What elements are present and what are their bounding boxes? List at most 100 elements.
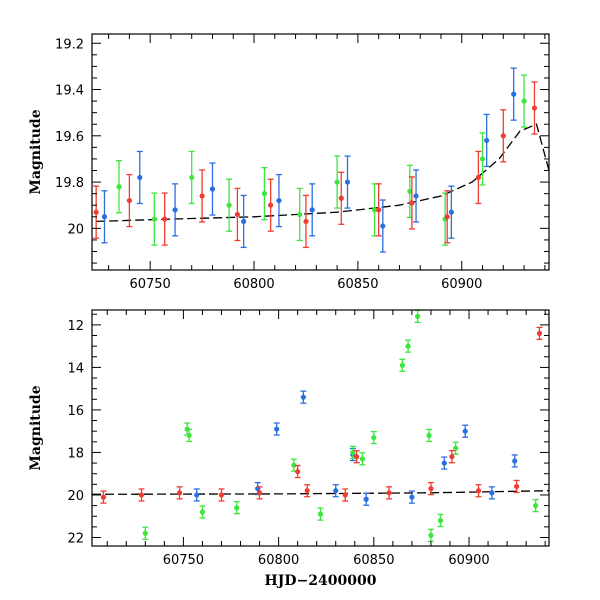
data-point — [342, 492, 348, 498]
data-point — [531, 105, 538, 111]
data-point — [194, 492, 200, 498]
data-point — [371, 207, 378, 213]
data-point — [359, 456, 365, 462]
plot-area — [92, 310, 549, 543]
bottom-panel: 60750 60800 60850 60900 12 14 16 18 20 22 — [67, 309, 550, 568]
data-point — [300, 394, 306, 400]
data-point — [274, 426, 280, 432]
top-ylabel: Magnitude — [28, 109, 44, 194]
data-point — [309, 207, 315, 213]
data-point — [484, 137, 490, 144]
data-point — [291, 462, 297, 468]
y-tick-label: 22 — [67, 531, 84, 546]
data-point — [512, 458, 518, 464]
data-point — [449, 454, 455, 460]
y-tick-label: 19.2 — [55, 37, 84, 52]
x-tick-label: 60800 — [258, 553, 299, 568]
data-point — [409, 200, 415, 206]
x-tick-label: 60850 — [353, 553, 394, 568]
data-point — [162, 216, 168, 222]
data-point — [536, 330, 543, 336]
data-point — [444, 214, 450, 220]
data-point — [189, 174, 195, 181]
data-point — [261, 191, 268, 197]
data-point — [344, 179, 351, 185]
data-point — [93, 209, 99, 215]
data-point — [533, 503, 539, 509]
data-point — [333, 488, 339, 494]
bottom-ylabel: Magnitude — [28, 385, 44, 470]
y-tick-label: 19.8 — [55, 176, 84, 191]
data-point — [475, 488, 482, 494]
data-point — [354, 454, 360, 460]
data-point — [453, 445, 459, 451]
y-tick-label: 16 — [67, 404, 84, 419]
top-panel: 60750 60800 60850 60900 19.2 19.4 19.6 19.8 20 — [55, 33, 550, 292]
data-point — [256, 490, 263, 496]
data-point — [479, 156, 486, 162]
data-point — [521, 98, 527, 104]
data-point — [441, 460, 447, 466]
data-point — [409, 494, 415, 500]
axis-frame — [91, 309, 550, 547]
y-tick-label: 20 — [67, 222, 84, 237]
data-point — [334, 179, 340, 185]
data-point — [100, 494, 107, 500]
bottom-xlabel: HJD−2400000 — [265, 573, 377, 589]
x-tick-label: 60900 — [448, 553, 489, 568]
data-point — [428, 532, 434, 538]
x-tick-label: 60750 — [163, 553, 204, 568]
data-point — [137, 174, 143, 181]
data-point — [199, 509, 206, 515]
data-point — [426, 432, 432, 439]
y-tick-label: 19.6 — [55, 130, 84, 145]
data-point — [407, 188, 413, 194]
data-point — [142, 530, 148, 536]
data-point — [475, 174, 481, 181]
data-point — [116, 184, 122, 190]
data-point — [226, 202, 232, 208]
data-point — [428, 485, 434, 492]
data-point — [338, 195, 344, 201]
data-point — [138, 492, 145, 498]
data-point — [101, 214, 108, 220]
data-point — [489, 490, 495, 496]
data-point — [209, 186, 216, 192]
data-point — [303, 218, 309, 225]
data-point — [437, 517, 444, 524]
x-tick-label: 60750 — [129, 277, 170, 292]
y-tick-label: 20 — [67, 489, 84, 504]
data-point — [376, 207, 382, 213]
data-point — [176, 490, 183, 496]
axis-frame — [91, 33, 550, 271]
data-point — [462, 428, 468, 434]
data-point — [186, 432, 192, 439]
data-point — [448, 209, 454, 215]
data-point — [297, 211, 303, 218]
data-point — [234, 505, 240, 511]
model-curve — [96, 123, 549, 223]
data-point — [371, 434, 377, 441]
data-point — [317, 511, 324, 517]
data-point — [405, 343, 411, 349]
data-point — [234, 211, 241, 218]
y-tick-label: 19.4 — [55, 84, 84, 99]
plot-area — [93, 67, 549, 253]
data-point — [276, 197, 282, 204]
data-point — [511, 91, 517, 97]
data-point — [199, 193, 205, 199]
data-point — [415, 313, 421, 319]
x-tick-label: 60800 — [233, 277, 274, 292]
data-point — [399, 362, 405, 368]
data-point — [295, 468, 301, 475]
data-point — [151, 216, 157, 222]
x-tick-label: 60850 — [337, 277, 378, 292]
data-point — [514, 483, 520, 490]
y-tick-label: 18 — [67, 446, 84, 461]
y-tick-label: 12 — [67, 319, 84, 334]
data-point — [380, 223, 386, 229]
data-point — [241, 218, 247, 225]
data-point — [386, 490, 392, 496]
data-point — [126, 197, 132, 204]
